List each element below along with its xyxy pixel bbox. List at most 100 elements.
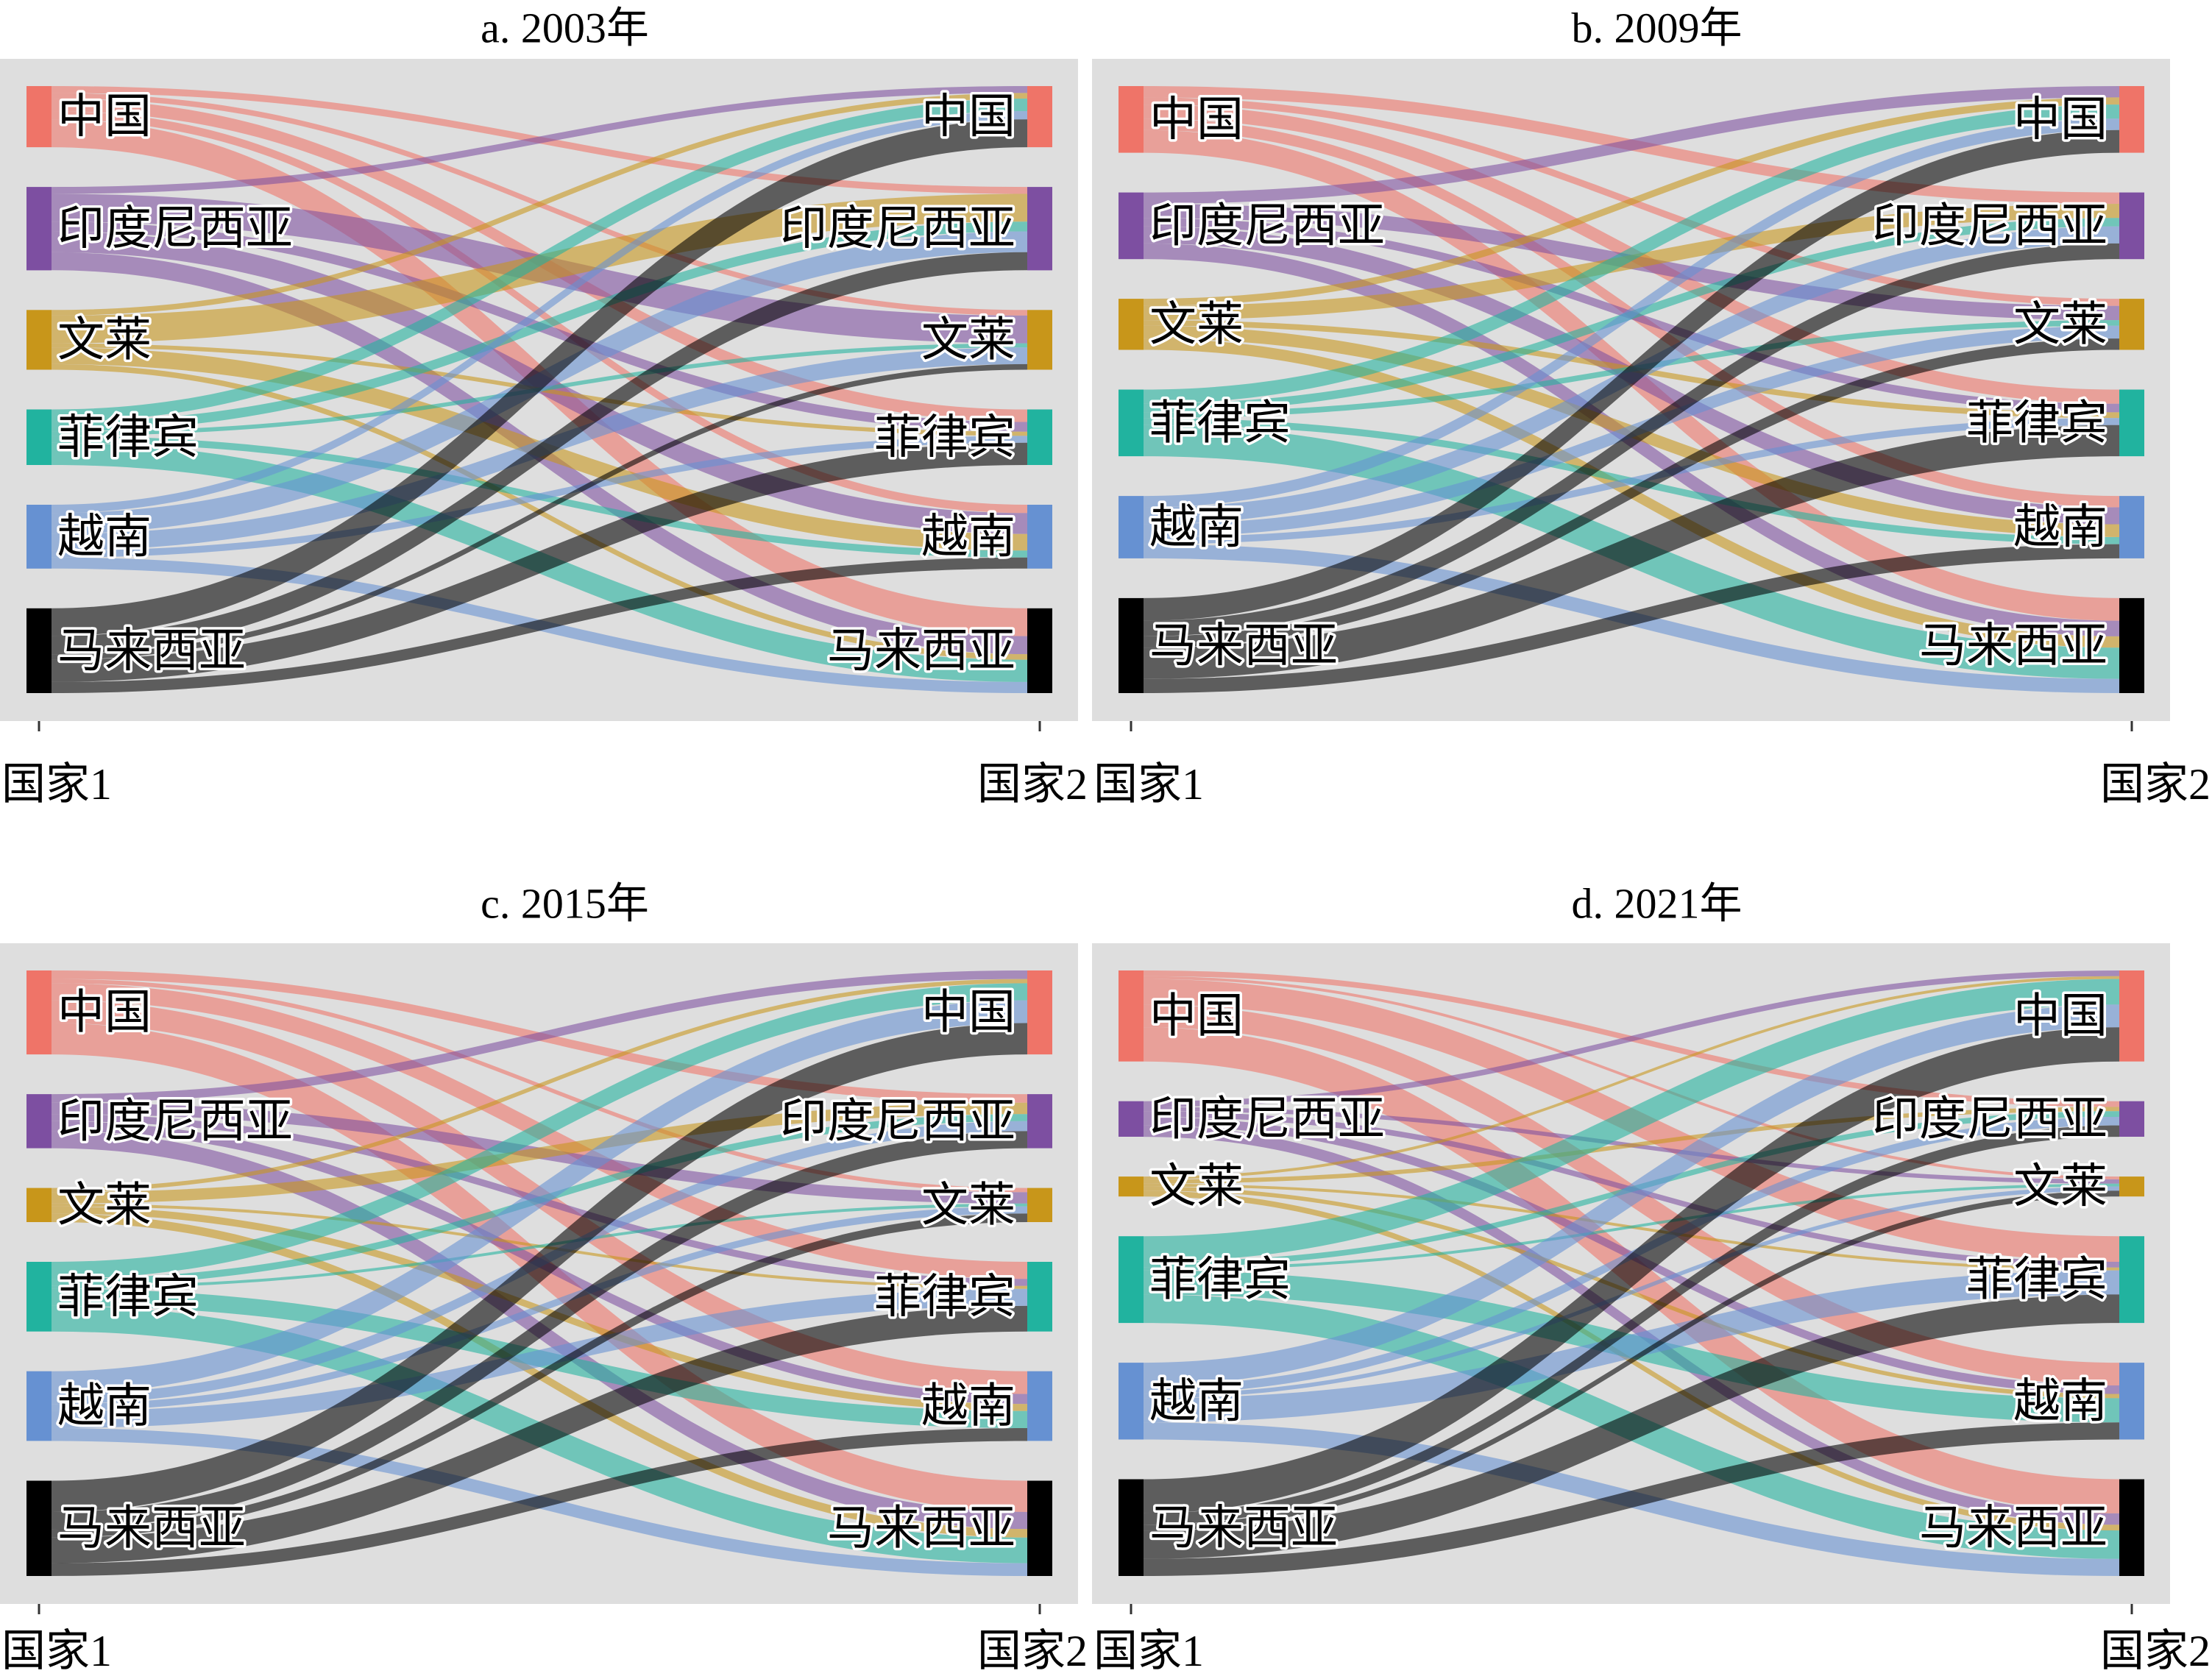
chart-title: c. 2015年 (481, 880, 649, 928)
flow-malaysia-to-vietnam (52, 1428, 1027, 1576)
right-node-china (2119, 86, 2144, 153)
flow-philippines-to-china (1144, 979, 2119, 1262)
left-node-malaysia (1119, 597, 1144, 693)
right-label-brunei: 文莱 (921, 1179, 1015, 1231)
flow-philippines-to-brunei (1144, 1183, 2119, 1271)
chart-title: a. 2003年 (481, 4, 649, 52)
left-node-vietnam (1119, 496, 1144, 558)
left-node-philippines (26, 1262, 52, 1332)
flow-philippines-to-brunei (52, 1203, 1027, 1289)
right-label-china: 中国 (2013, 93, 2108, 146)
left-label-philippines: 菲律宾 (57, 1271, 199, 1323)
left-label-brunei: 文莱 (57, 1179, 152, 1231)
left-node-indonesia (26, 1094, 52, 1149)
flow-vietnam-to-philippines (52, 436, 1027, 558)
left-node-vietnam (26, 1371, 52, 1441)
flow-vietnam-to-china (1144, 1004, 2119, 1385)
left-label-brunei: 文莱 (1149, 298, 1244, 350)
flow-malaysia-to-brunei (1144, 1190, 2119, 1531)
left-node-vietnam (1119, 1363, 1144, 1440)
x-tick-label-left: 国家1 (1, 1627, 112, 1675)
right-node-indonesia (1027, 1094, 1052, 1149)
left-node-china (26, 86, 52, 148)
x-tick-label-right: 国家2 (2100, 760, 2211, 809)
left-node-brunei (1119, 1176, 1144, 1197)
flows (52, 970, 1027, 1576)
right-label-vietnam: 越南 (921, 1380, 1015, 1433)
flow-brunei-to-china (1144, 97, 2119, 306)
left-label-vietnam: 越南 (1149, 501, 1244, 553)
right-node-indonesia (2119, 1101, 2144, 1137)
right-node-philippines (2119, 1236, 2144, 1324)
left-label-china: 中国 (1149, 990, 1244, 1042)
flow-malaysia-to-philippines (52, 1305, 1027, 1563)
right-label-indonesia: 印度尼西亚 (1872, 199, 2108, 252)
flow-brunei-to-china (1144, 976, 2119, 1179)
right-label-china: 中国 (2013, 990, 2108, 1042)
flow-malaysia-to-vietnam (1144, 544, 2119, 693)
right-node-philippines (1027, 1262, 1052, 1332)
flow-malaysia-to-philippines (1144, 425, 2119, 679)
right-node-brunei (2119, 299, 2144, 350)
left-node-brunei (1119, 299, 1144, 350)
flow-vietnam-to-brunei (1144, 325, 2119, 537)
right-node-vietnam (1027, 1371, 1052, 1441)
flow-brunei-to-china (52, 979, 1027, 1193)
chart-title: b. 2009年 (1571, 4, 1742, 52)
left-node-brunei (26, 310, 52, 370)
flow-malaysia-to-china (1144, 129, 2119, 621)
right-label-philippines: 菲律宾 (874, 1271, 1015, 1323)
left-node-china (1119, 86, 1144, 153)
left-node-philippines (1119, 1236, 1144, 1324)
left-label-malaysia: 马来西亚 (57, 625, 246, 677)
flow-brunei-to-china (52, 93, 1027, 316)
left-node-indonesia (1119, 1101, 1144, 1137)
left-label-indonesia: 印度尼西亚 (1149, 1093, 1385, 1145)
flow-indonesia-to-china (1144, 970, 2119, 1107)
x-tick-label-right: 国家2 (2100, 1627, 2211, 1675)
left-label-brunei: 文莱 (57, 313, 152, 366)
right-node-philippines (2119, 389, 2144, 457)
flow-vietnam-to-philippines (1144, 1270, 2119, 1423)
left-label-malaysia: 马来西亚 (1149, 1502, 1338, 1554)
flow-vietnam-to-philippines (52, 1288, 1027, 1428)
left-label-indonesia: 印度尼西亚 (1149, 199, 1385, 252)
left-node-malaysia (26, 608, 52, 693)
right-node-malaysia (2119, 597, 2144, 693)
right-node-brunei (2119, 1176, 2144, 1197)
left-label-brunei: 文莱 (1149, 1160, 1244, 1213)
right-label-china: 中国 (921, 90, 1015, 143)
chart-title: d. 2021年 (1571, 880, 1742, 928)
left-label-philippines: 菲律宾 (57, 411, 199, 464)
right-node-malaysia (1027, 608, 1052, 693)
left-node-philippines (1119, 389, 1144, 457)
flows (1144, 86, 2119, 693)
right-node-vietnam (2119, 496, 2144, 558)
flow-malaysia-to-indonesia (52, 252, 1027, 655)
left-label-malaysia: 马来西亚 (57, 1502, 246, 1555)
right-label-brunei: 文莱 (2013, 1160, 2108, 1213)
flow-vietnam-to-philippines (1144, 418, 2119, 544)
x-tick-label-left: 国家1 (1093, 760, 1204, 809)
right-node-indonesia (2119, 192, 2144, 260)
flow-philippines-to-indonesia (52, 221, 1027, 432)
left-label-china: 中国 (1149, 93, 1244, 146)
flow-philippines-to-china (52, 99, 1027, 422)
right-node-vietnam (2119, 1363, 2144, 1440)
right-node-brunei (1027, 1188, 1052, 1222)
right-label-malaysia: 马来西亚 (827, 1502, 1015, 1555)
flow-brunei-to-indonesia (1144, 204, 2119, 321)
flow-vietnam-to-china (1144, 118, 2119, 508)
flow-malaysia-to-philippines (1144, 1294, 2119, 1559)
flow-vietnam-to-china (52, 111, 1027, 514)
flow-malaysia-to-brunei (1144, 338, 2119, 648)
left-node-brunei (26, 1188, 52, 1222)
left-node-malaysia (1119, 1479, 1144, 1576)
left-label-indonesia: 印度尼西亚 (57, 202, 293, 255)
left-node-china (1119, 970, 1144, 1062)
right-node-china (1027, 970, 1052, 1055)
right-label-philippines: 菲律宾 (874, 411, 1015, 464)
